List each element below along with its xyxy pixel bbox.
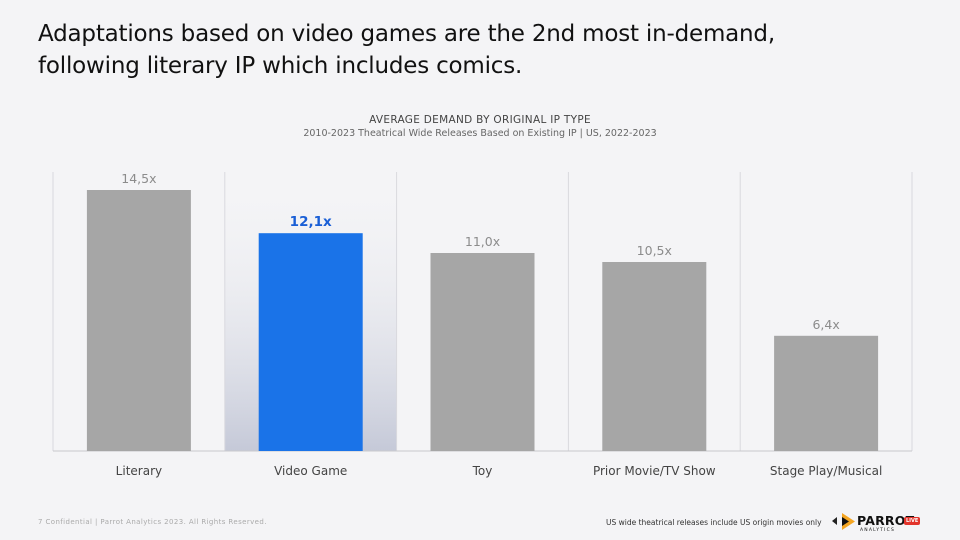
data-label: 11,0x <box>465 234 500 249</box>
data-label: 6,4x <box>812 317 839 332</box>
bar-literary <box>86 190 191 451</box>
live-badge: LIVE <box>904 517 921 525</box>
category-label: Video Game <box>274 464 347 478</box>
footer-note: US wide theatrical releases include US o… <box>606 518 822 527</box>
category-label: Prior Movie/TV Show <box>593 464 716 478</box>
parrot-analytics-logo: PARROT ANALYTICS LIVE <box>832 511 932 535</box>
bar-prior-movie-tv-show <box>602 262 707 451</box>
data-label: 10,5x <box>637 243 672 258</box>
category-label: Literary <box>116 464 162 478</box>
headline-line-2: following literary IP which includes com… <box>38 53 523 79</box>
chart-title: AVERAGE DEMAND BY ORIGINAL IP TYPE <box>369 114 591 126</box>
headline: Adaptations based on video games are the… <box>38 18 918 82</box>
headline-line-1: Adaptations based on video games are the… <box>38 21 775 47</box>
data-label: 12,1x <box>290 214 332 230</box>
footer-confidential: 7 Confidential | Parrot Analytics 2023. … <box>38 518 267 526</box>
parrot-mark-icon <box>842 513 855 530</box>
data-label: 14,5x <box>121 171 156 186</box>
logo-wordmark: PARROT <box>857 513 915 528</box>
bar-stage-play-musical <box>774 335 879 451</box>
arrow-left-icon <box>832 517 837 525</box>
category-label: Toy <box>472 464 493 478</box>
bar-video-game <box>258 233 363 451</box>
logo-subtitle: ANALYTICS <box>860 528 896 533</box>
bar-toy <box>430 253 535 451</box>
chart-subtitle: 2010-2023 Theatrical Wide Releases Based… <box>303 128 657 139</box>
category-label: Stage Play/Musical <box>770 464 882 478</box>
